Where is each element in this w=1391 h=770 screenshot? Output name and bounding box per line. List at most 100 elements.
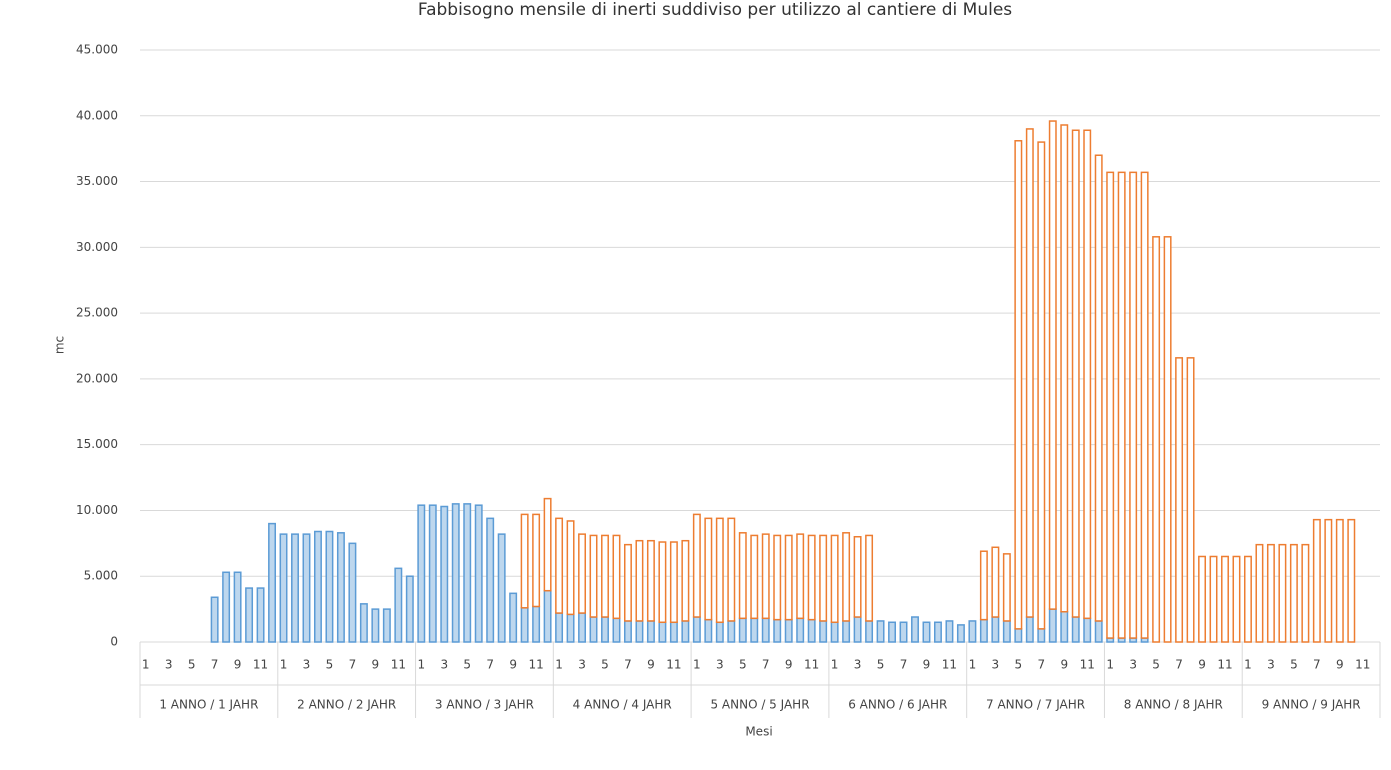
bar-segment: [578, 533, 587, 614]
bar-segment: [738, 532, 747, 620]
bar-segment: [428, 504, 437, 643]
x-tick-label: 5: [463, 658, 471, 672]
bar-segment: [819, 534, 828, 622]
bar-segment: [1335, 518, 1344, 643]
x-tick-label: 7: [1313, 658, 1321, 672]
bar-segment: [1048, 120, 1057, 610]
x-tick-label: 1: [1106, 658, 1114, 672]
y-tick-label: 10.000: [76, 503, 118, 517]
group-label: 4 ANNO / 4 JAHR: [573, 698, 672, 712]
bar-segment: [268, 522, 277, 643]
bar-segment: [486, 517, 495, 643]
bar-segment: [1083, 129, 1092, 620]
bar-segment: [646, 620, 655, 643]
bar-segment: [1002, 620, 1011, 643]
chart-title: Fabbisogno mensile di inerti suddiviso p…: [418, 0, 1012, 20]
x-tick-label: 11: [391, 658, 406, 672]
bar-segment: [1071, 129, 1080, 618]
bar-segment: [348, 542, 357, 643]
bar-segment: [830, 534, 839, 624]
bar-segment: [601, 534, 609, 618]
x-tick-label: 3: [716, 658, 724, 672]
x-tick-label: 9: [1198, 658, 1206, 672]
bar-segment: [520, 513, 529, 609]
x-tick-label: 9: [372, 658, 380, 672]
bar-segment: [853, 616, 862, 643]
bar-segment: [1060, 124, 1069, 613]
bar-segment: [555, 517, 564, 614]
x-tick-label: 1: [1244, 658, 1252, 672]
y-tick-label: 35.000: [76, 174, 118, 188]
bar-segment: [1014, 140, 1023, 630]
x-tick-label: 3: [854, 658, 862, 672]
x-tick-label: 3: [165, 658, 173, 672]
bar-segment: [1025, 128, 1034, 618]
x-tick-label: 1: [969, 658, 977, 672]
bar-segment: [761, 617, 770, 643]
bar-segment: [1243, 555, 1252, 643]
bar-segment: [1163, 236, 1172, 643]
bar-segment: [979, 550, 988, 621]
bar-segment: [635, 620, 644, 643]
bar-segment: [853, 536, 862, 618]
x-tick-label: 7: [1175, 658, 1183, 672]
y-axis-label: mc: [53, 336, 67, 354]
bar-segment: [1025, 616, 1034, 643]
x-tick-label: 9: [509, 658, 517, 672]
bar-segment: [888, 621, 897, 643]
bar-segment: [658, 541, 667, 624]
bar-segment: [417, 504, 426, 643]
x-tick-label: 11: [253, 658, 268, 672]
x-tick-label: 5: [326, 658, 334, 672]
bar-segment: [1117, 171, 1126, 639]
bar-segment: [761, 533, 770, 620]
bar-segment: [830, 621, 839, 643]
x-tick-label: 9: [785, 658, 793, 672]
bar-segment: [1094, 154, 1103, 622]
bar-segment: [589, 534, 598, 618]
bar-segment: [578, 612, 587, 643]
bar-segment: [727, 517, 736, 622]
x-axis-label: Mesi: [745, 725, 772, 739]
bar-segment: [405, 575, 414, 643]
y-tick-label: 0: [110, 635, 118, 649]
bar-segment: [543, 589, 552, 643]
x-tick-label: 11: [1355, 658, 1370, 672]
bar-segment: [623, 620, 632, 643]
bar-segment: [1312, 518, 1321, 643]
bar-segment: [727, 620, 736, 643]
x-tick-label: 11: [528, 658, 543, 672]
x-tick-label: 1: [693, 658, 701, 672]
bar-segment: [1221, 555, 1229, 643]
bar-segment: [773, 618, 782, 643]
bar-segment: [336, 532, 345, 643]
x-tick-label: 9: [1336, 658, 1344, 672]
bar-segment: [784, 618, 793, 643]
bar-segment: [359, 603, 368, 643]
bar-segment: [692, 513, 701, 618]
bar-segment: [922, 621, 931, 643]
x-tick-label: 1: [831, 658, 839, 672]
bar-segment: [991, 616, 1000, 643]
group-label: 8 ANNO / 8 JAHR: [1124, 698, 1223, 712]
bar-segment: [1071, 616, 1080, 643]
bar-segment: [210, 596, 219, 643]
bar-segment: [1094, 620, 1103, 643]
bar-segment: [807, 534, 816, 621]
x-tick-label: 5: [188, 658, 196, 672]
x-tick-label: 11: [1080, 658, 1095, 672]
x-tick-label: 3: [992, 658, 1000, 672]
bar-segment: [773, 534, 782, 621]
group-label: 5 ANNO / 5 JAHR: [710, 698, 809, 712]
x-tick-label: 7: [762, 658, 770, 672]
x-tick-label: 5: [739, 658, 747, 672]
bar-segment: [543, 497, 552, 592]
bar-segment: [1186, 357, 1195, 643]
bar-segment: [371, 608, 380, 643]
bar-segment: [1266, 543, 1275, 643]
bar-segment: [1129, 171, 1138, 639]
x-tick-label: 11: [804, 658, 819, 672]
bar-segment: [692, 616, 701, 643]
y-tick-label: 30.000: [76, 240, 118, 254]
